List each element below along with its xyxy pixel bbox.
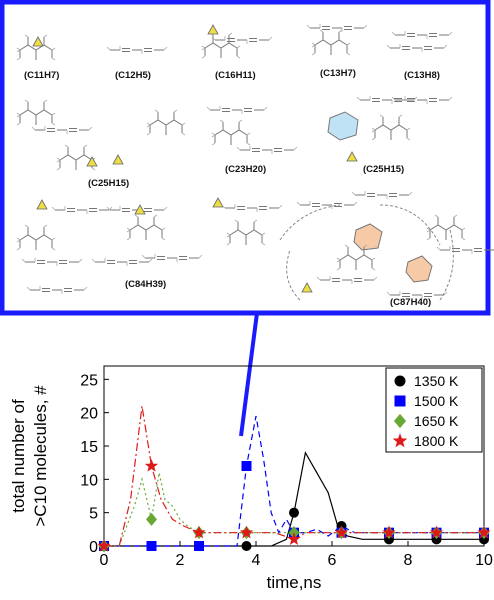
plot-frame [103, 365, 485, 547]
x-tick-label: 6 [328, 552, 337, 569]
legend-marker-1800k [392, 433, 408, 448]
data-point-1350k [289, 507, 299, 518]
chart: 0 5 10 15 20 25 0 2 4 6 8 10 time,ns total number … [9, 365, 493, 592]
formula-label: (C23H20) [225, 164, 266, 175]
zoom-connector [239, 312, 259, 437]
molecule-panel-frame [0, 0, 491, 316]
y-axis-label: total number of >C10 molecules, # [9, 385, 50, 527]
x-axis: 0 2 4 6 8 10 [100, 541, 493, 569]
y-tick-label: 0 [89, 539, 98, 556]
molecule-drawings [16, 23, 494, 301]
legend-marker-1350k [394, 375, 406, 387]
series-line-1650k [104, 472, 484, 547]
y-tick-label: 5 [89, 506, 98, 523]
x-tick-label: 10 [475, 552, 493, 569]
data-point-1800k [429, 525, 444, 539]
data-point-1650k [146, 512, 157, 526]
formula-label: (C12H5) [115, 70, 151, 81]
y-axis-label-line1: total number of [9, 399, 28, 513]
x-tick-label: 4 [252, 552, 261, 569]
y-tick-label: 15 [80, 439, 98, 456]
x-axis-label: time,ns [267, 573, 322, 592]
legend: 1350 K 1500 K 1650 K 1800 K [385, 367, 483, 453]
data-point-1800k [477, 525, 491, 539]
formula-label: (C13H7) [320, 68, 356, 79]
x-tick-label: 8 [404, 552, 413, 569]
formula-label: (C87H40) [390, 297, 431, 308]
formula-label: (C11H7) [24, 70, 59, 81]
y-axis: 0 5 10 15 20 25 [80, 372, 109, 556]
data-point-1500k [194, 541, 204, 551]
data-point-1800k [287, 532, 301, 545]
legend-label-1500k: 1500 K [414, 393, 459, 409]
data-point-1800k [239, 525, 254, 539]
series-line-1500k [104, 415, 484, 547]
legend-label-1650k: 1650 K [414, 413, 459, 429]
data-point-1800k [192, 525, 206, 539]
data-point-1500k [241, 461, 252, 471]
x-tick-label: 0 [100, 552, 109, 569]
formula-label: (C25H15) [88, 178, 129, 189]
data-point-1800k [97, 539, 111, 552]
molecule-panel: (C11H7) (C12H5) (C16H11) (C13H7) (C13H8)… [0, 0, 494, 316]
y-tick-label: 20 [80, 406, 98, 423]
x-tick-label: 2 [176, 552, 185, 569]
legend-marker-1500k [394, 395, 406, 407]
formula-label: (C25H15) [363, 164, 404, 175]
formula-label: (C16H11) [215, 70, 256, 81]
y-tick-label: 10 [80, 472, 98, 489]
y-axis-label-line2: >C10 molecules, # [31, 385, 50, 527]
data-point-1800k [144, 459, 159, 472]
data-point-1800k [334, 525, 349, 539]
data-point-1350k [241, 541, 252, 551]
data-point-1500k [146, 541, 157, 551]
legend-label-1350k: 1350 K [414, 373, 459, 389]
molecule-formulas: (C11H7) (C12H5) (C16H11) (C13H7) (C13H8)… [24, 68, 440, 308]
formula-label: (C84H39) [125, 279, 166, 290]
formula-label: (C13H8) [404, 70, 440, 81]
series-markers [97, 459, 491, 553]
legend-marker-1650k [393, 413, 407, 429]
data-point-1800k [382, 525, 396, 539]
y-tick-label: 25 [80, 372, 98, 389]
legend-label-1800k: 1800 K [414, 433, 459, 449]
